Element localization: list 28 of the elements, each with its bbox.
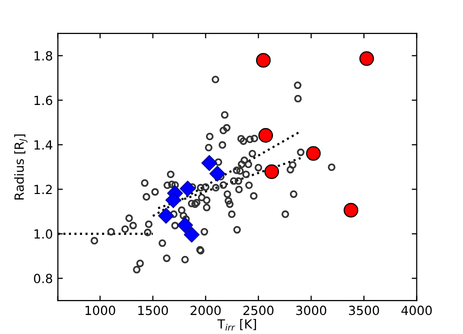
x-axis-title: T$_{irr}$ [K] bbox=[217, 318, 256, 330]
x-tick-label: 1500 bbox=[138, 306, 168, 316]
point bbox=[209, 166, 226, 182]
x-tick-label: 2500 bbox=[243, 306, 274, 316]
point bbox=[359, 51, 374, 66]
point bbox=[258, 128, 273, 143]
x-tick-label: 2000 bbox=[190, 306, 221, 316]
point bbox=[158, 208, 174, 224]
point bbox=[256, 53, 271, 68]
x-tick-label: 3500 bbox=[348, 306, 380, 316]
y-tick-label: 0.8 bbox=[34, 274, 52, 284]
point bbox=[264, 164, 280, 179]
x-tick-label: 1000 bbox=[86, 306, 116, 316]
x-tick-label: 4000 bbox=[401, 306, 432, 316]
point bbox=[177, 217, 194, 234]
point bbox=[180, 180, 196, 197]
y-tick-label: 1.4 bbox=[34, 140, 52, 150]
y-tick-label: 1.2 bbox=[34, 184, 52, 194]
x-tick-label: 3000 bbox=[296, 306, 326, 316]
point bbox=[165, 192, 182, 208]
point bbox=[201, 155, 218, 171]
y-tick-label: 1.0 bbox=[34, 229, 52, 239]
y-axis-title: Radius [R$_{J}$] bbox=[14, 134, 28, 200]
y-tick-label: 1.8 bbox=[34, 51, 52, 61]
point bbox=[344, 202, 358, 218]
y-tick-label: 1.6 bbox=[34, 96, 52, 106]
point bbox=[306, 146, 321, 161]
point bbox=[184, 226, 200, 243]
